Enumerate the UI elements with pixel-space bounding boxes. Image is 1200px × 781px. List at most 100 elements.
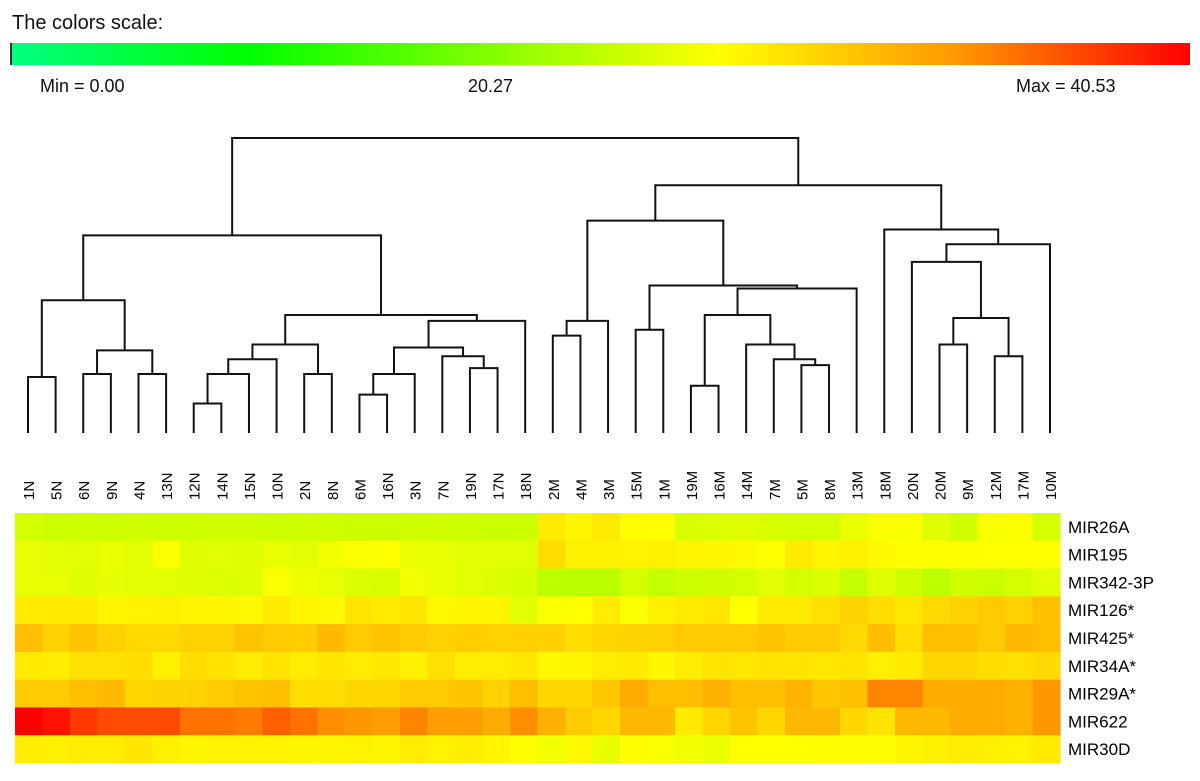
dendrogram-branch (372, 373, 416, 433)
heatmap-cell (785, 707, 814, 736)
heatmap-cell (125, 596, 154, 625)
heatmap-cell (620, 596, 649, 625)
heatmap-cell (42, 735, 71, 764)
heatmap-cell (1005, 679, 1034, 709)
heatmap-cell (510, 540, 539, 570)
heatmap-cell (675, 624, 704, 653)
heatmap-cell (125, 707, 154, 736)
color-scale-min-label: Min = 0.00 (40, 76, 125, 96)
heatmap-cell (702, 596, 731, 625)
column-label: 4N (131, 481, 148, 500)
heatmap-cell (922, 651, 951, 681)
heatmap-cell (400, 513, 429, 542)
heatmap-cell (840, 679, 869, 709)
heatmap-cell (1032, 513, 1061, 542)
heatmap-cell (290, 568, 319, 597)
heatmap-cell (180, 624, 209, 653)
heatmap-cell (207, 679, 236, 709)
heatmap-cell (372, 651, 401, 681)
heatmap-cell (400, 596, 429, 625)
heatmap-cell (152, 651, 181, 681)
heatmap-cell (42, 596, 71, 625)
heatmap-cell (262, 707, 291, 736)
heatmap-cell (620, 707, 649, 736)
dendrogram-branch (772, 358, 817, 433)
dendrogram-branch (745, 343, 796, 433)
heatmap-cell (702, 679, 731, 709)
heatmap-cell (1005, 707, 1034, 736)
heatmap-cell (400, 624, 429, 653)
heatmap-cell (1005, 513, 1034, 542)
heatmap-cell (290, 596, 319, 625)
heatmap-cell (592, 596, 621, 625)
heatmap-cell (785, 513, 814, 542)
heatmap-cell (977, 651, 1006, 681)
heatmap-cell (262, 735, 291, 764)
heatmap-cell (867, 596, 896, 625)
heatmap-cell (1005, 624, 1034, 653)
heatmap-cell (97, 596, 126, 625)
heatmap-cell (840, 568, 869, 597)
heatmap-cell (950, 513, 979, 542)
heatmap-cell (345, 735, 374, 764)
heatmap-cell (70, 513, 99, 542)
heatmap-cell (675, 513, 704, 542)
column-label: 20N (905, 472, 922, 500)
heatmap-cell (15, 679, 44, 709)
row-label: MIR425* (1068, 629, 1135, 648)
heatmap-cell (1005, 540, 1034, 570)
heatmap-cell (702, 707, 731, 736)
heatmap-cell (42, 513, 71, 542)
heatmap-cell (345, 568, 374, 597)
heatmap-cell (317, 707, 346, 736)
heatmap-cell (180, 568, 209, 597)
heatmap-cell (867, 513, 896, 542)
dendrogram-branch (82, 373, 112, 433)
color-scale-mid-label: 20.27 (468, 76, 514, 96)
heatmap-cell (372, 513, 401, 542)
heatmap-cell (455, 651, 484, 681)
heatmap-cell (207, 540, 236, 570)
heatmap-cell (565, 596, 594, 625)
heatmap-cell (15, 513, 44, 542)
heatmap-cell (675, 707, 704, 736)
heatmap-cell (922, 540, 951, 570)
heatmap-cell (895, 540, 924, 570)
heatmap-cell (455, 513, 484, 542)
heatmap-cell (702, 540, 731, 570)
heatmap-cell (730, 568, 759, 597)
heatmap-cell (482, 596, 511, 625)
heatmap-cell (950, 651, 979, 681)
dendrogram-branch (303, 373, 333, 433)
heatmap-cell (427, 540, 456, 570)
row-label: MIR342-3P (1068, 573, 1154, 592)
heatmap-cell (125, 568, 154, 597)
heatmap-cell (235, 596, 264, 625)
heatmap-cell (702, 735, 731, 764)
row-label: MIR622 (1068, 712, 1128, 731)
heatmap-cell (372, 568, 401, 597)
heatmap-cell (15, 707, 44, 736)
column-labels: 1N 5N 6N 9N 4N 13N 12N 14N 15N 10N 2N 8N 6M 16N 3N 7N 19… (21, 471, 1060, 500)
heatmap-cell (675, 679, 704, 709)
color-scale-max-label: Max = 40.53 (1016, 76, 1116, 96)
heatmap-cell (647, 707, 676, 736)
heatmap-cell (867, 540, 896, 570)
heatmap-cell (97, 568, 126, 597)
column-label: 14N (214, 472, 231, 500)
row-label: MIR195 (1068, 546, 1128, 565)
heatmap-cell (895, 735, 924, 764)
heatmap-cell (1032, 707, 1061, 736)
column-label: 19N (463, 472, 480, 500)
heatmap-cell (537, 735, 566, 764)
heatmap-cell (482, 568, 511, 597)
dendrogram-branch (565, 319, 610, 433)
heatmap-cell (675, 596, 704, 625)
column-label: 10M (1043, 471, 1060, 500)
heatmap-cell (345, 513, 374, 542)
dendrogram-branch (689, 384, 720, 433)
heatmap-cell (372, 624, 401, 653)
heatmap-cell (400, 651, 429, 681)
heatmap-cell (840, 596, 869, 625)
row-labels: MIR26A MIR195 MIR342-3P MIR126* MIR425* MIR34… (1068, 518, 1154, 759)
